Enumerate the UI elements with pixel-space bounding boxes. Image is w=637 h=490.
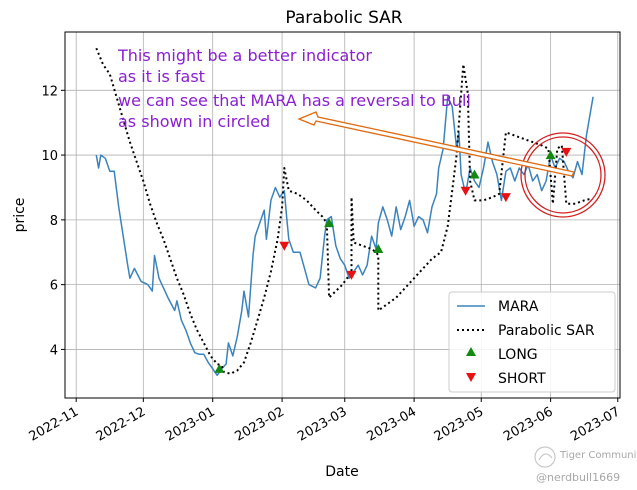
legend-label-long: LONG — [498, 347, 538, 363]
annotation-arrow — [297, 111, 575, 177]
short-signal-marker — [561, 147, 572, 157]
y-axis: 4 6 8 10 12 — [41, 84, 65, 358]
annotation-line-4: as shown in circled — [118, 112, 270, 131]
parabolic-sar-series — [95, 47, 592, 375]
legend-box — [448, 291, 616, 393]
annotation-line-3: we can see that MARA has a reversal to B… — [118, 91, 471, 110]
annotation-line-2: as it is fast — [118, 67, 205, 86]
y-axis-label: price — [12, 198, 28, 233]
watermark: Tiger Community @nerdbull1669 — [534, 446, 637, 484]
y-tick-label: 12 — [41, 84, 58, 99]
watermark-brand: Tiger Community — [559, 450, 637, 461]
legend-label-sar: Parabolic SAR — [498, 323, 595, 339]
legend: MARA Parabolic SAR LONG SHORT — [448, 291, 616, 393]
y-tick-label: 4 — [50, 343, 58, 358]
x-axis-label: Date — [325, 464, 358, 480]
long-signal-marker — [373, 244, 384, 254]
tiger-community-logo-icon — [534, 446, 556, 468]
annotation-line-1: This might be a better indicator — [117, 46, 372, 65]
short-signal-marker — [460, 186, 471, 196]
y-tick-label: 10 — [41, 149, 58, 164]
marker-layer — [214, 147, 572, 373]
y-tick-label: 8 — [50, 214, 58, 229]
series-layer — [95, 47, 594, 377]
short-signal-marker — [279, 241, 290, 251]
legend-label-mara: MARA — [498, 299, 539, 315]
legend-swatch-long — [466, 347, 476, 356]
legend-swatch-short — [466, 373, 476, 382]
short-signal-marker — [346, 270, 357, 280]
plot-frame — [64, 31, 621, 399]
annotation-text: This might be a better indicator as it i… — [117, 46, 471, 131]
chart-title: Parabolic SAR — [285, 8, 402, 28]
watermark-handle: @nerdbull1669 — [536, 471, 620, 484]
long-signal-marker — [324, 218, 335, 228]
long-signal-marker — [214, 363, 225, 373]
long-signal-marker — [545, 150, 556, 160]
legend-label-short: SHORT — [498, 371, 546, 387]
annotation-circle — [520, 132, 606, 218]
long-signal-marker — [469, 169, 480, 179]
y-tick-label: 6 — [50, 279, 58, 294]
short-signal-marker — [500, 193, 511, 203]
grid — [65, 32, 620, 398]
mara-price-series — [95, 96, 594, 377]
